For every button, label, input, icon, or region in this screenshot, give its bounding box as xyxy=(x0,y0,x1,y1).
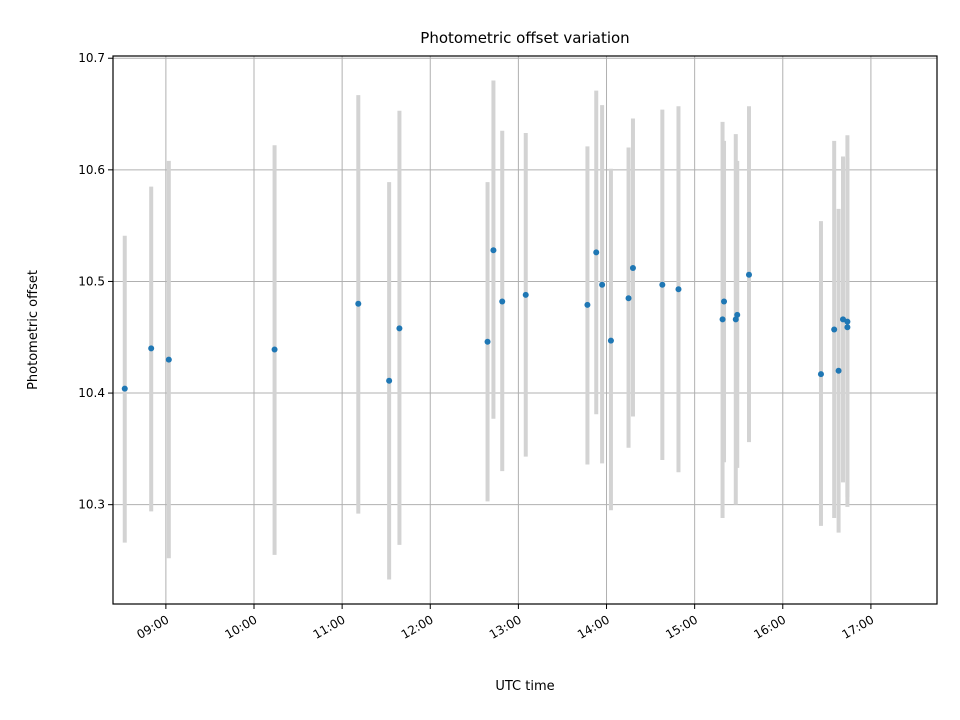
data-point xyxy=(721,298,728,305)
data-point xyxy=(844,318,851,325)
data-point xyxy=(599,281,606,288)
data-point xyxy=(607,337,614,344)
y-tick-label: 10.5 xyxy=(78,274,105,288)
data-point xyxy=(844,324,851,331)
data-point xyxy=(522,291,529,298)
y-axis-ticks: 10.3 10.4 10.5 10.6 10.7 xyxy=(78,51,113,512)
data-point xyxy=(831,326,838,333)
data-point xyxy=(659,281,666,288)
data-point xyxy=(271,346,278,353)
data-point xyxy=(734,311,741,318)
y-tick-label: 10.4 xyxy=(78,386,105,400)
data-point xyxy=(625,295,632,302)
data-point xyxy=(165,356,172,363)
data-points xyxy=(121,247,851,392)
data-point xyxy=(675,286,682,293)
data-point xyxy=(593,249,600,256)
plot-frame xyxy=(112,55,938,605)
data-point xyxy=(499,298,506,305)
data-point xyxy=(148,345,155,352)
data-point xyxy=(745,271,752,278)
chart-title: Photometric offset variation xyxy=(420,29,629,47)
data-point xyxy=(817,371,824,378)
x-axis-label: UTC time xyxy=(495,679,554,694)
data-point xyxy=(121,385,128,392)
data-point xyxy=(584,301,591,308)
data-point xyxy=(719,316,726,323)
y-tick-label: 10.7 xyxy=(78,51,105,65)
data-point xyxy=(396,325,403,332)
data-point xyxy=(629,265,636,272)
data-point xyxy=(386,377,393,384)
data-point xyxy=(490,247,497,254)
data-point xyxy=(355,300,362,307)
data-point xyxy=(835,367,842,374)
y-axis-label: Photometric offset xyxy=(26,270,41,390)
y-tick-label: 10.6 xyxy=(78,163,105,177)
data-point xyxy=(484,338,491,345)
y-tick-label: 10.3 xyxy=(78,498,105,512)
